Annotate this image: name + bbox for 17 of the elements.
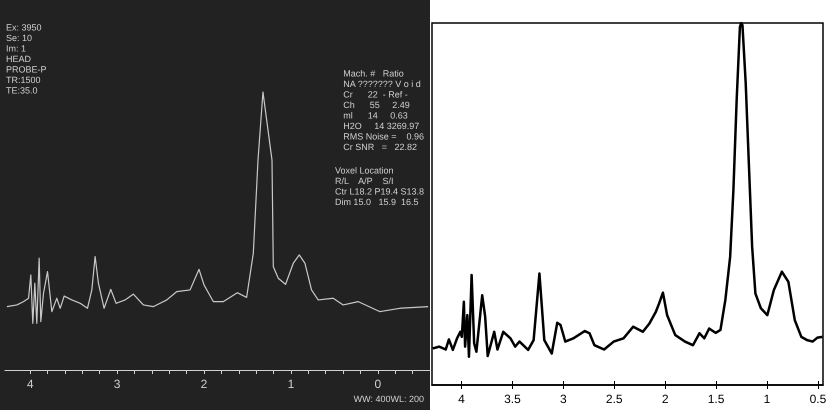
annotation: Mach. # Ratio NA ??????? V o i d Cr 22 - Ref - Ch 55 2.49 ml 14 0.63 H2O 14 3269.97 RMS Noise = 0.96 Cr SNR = 22.82 — [343, 68, 424, 152]
x-tick-label: 3 — [560, 392, 568, 406]
x-tick-label: 4 — [458, 392, 466, 406]
x-tick-label: 2 — [662, 392, 669, 406]
annotation: Ex: 3950 Se: 10 Im: 1 HEAD PROBE-P TR:1500 TE:35.0 — [6, 22, 47, 96]
annotation: Voxel Location R/L A/P S/I Ctr L18.2 P19.4 S13.8 Dim 15.0 15.9 16.5 — [334, 165, 424, 207]
x-tick-label: 1.5 — [708, 392, 725, 406]
x-tick-label: 2.5 — [606, 392, 623, 406]
text: WW: 400WL: 200 — [354, 394, 424, 404]
x-tick-label: 0.5 — [810, 392, 827, 406]
x-tick-label: 1 — [764, 392, 771, 406]
x-tick-label: 1 — [288, 377, 295, 391]
x-tick-label: 4 — [26, 377, 34, 391]
x-tick-label: 3 — [114, 377, 121, 391]
x-tick-label: 3.5 — [504, 392, 522, 406]
x-tick-label: 2 — [200, 377, 208, 391]
x-tick-label: 0 — [374, 377, 382, 391]
